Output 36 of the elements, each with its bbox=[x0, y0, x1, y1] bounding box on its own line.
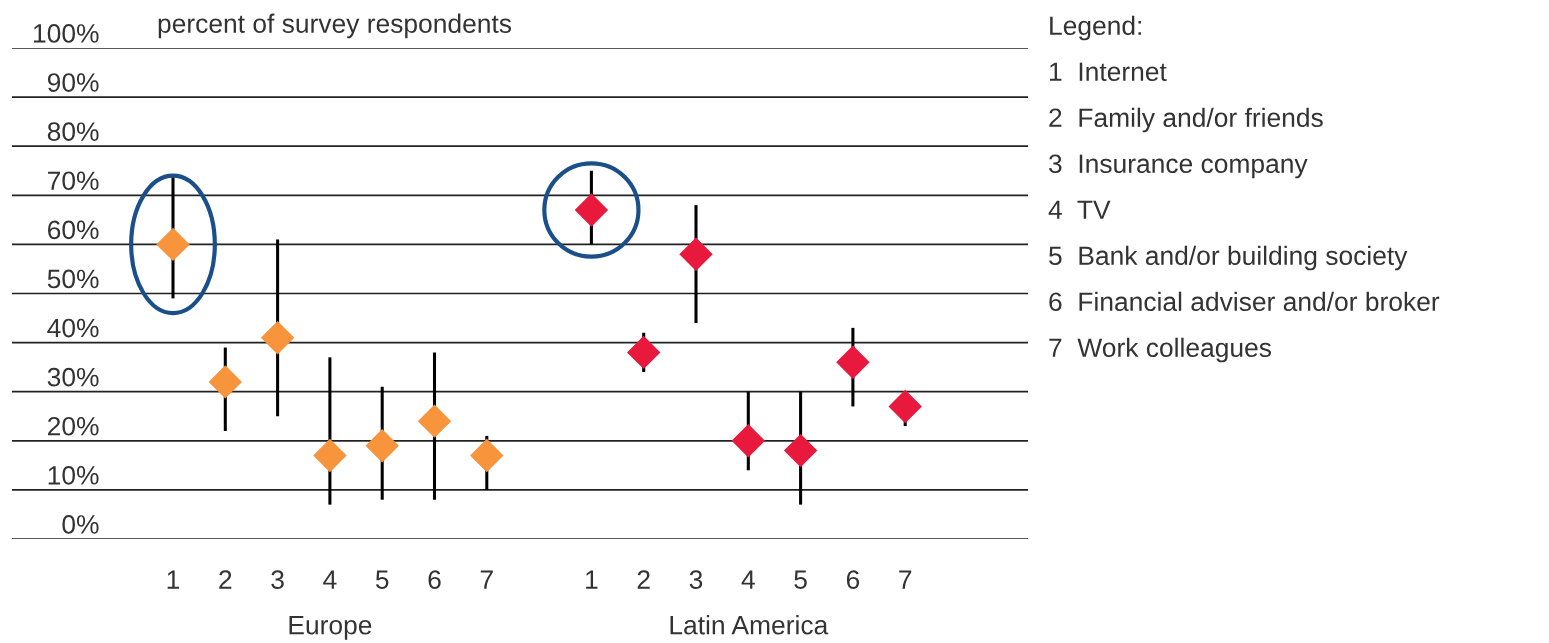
x-tick-label: 5 bbox=[375, 570, 389, 589]
y-tick-label: 50% bbox=[47, 269, 99, 289]
x-tick-label: 2 bbox=[219, 570, 232, 589]
y-tick-label: 0% bbox=[62, 515, 99, 534]
x-tick-label: 1 bbox=[167, 570, 180, 589]
x-tick-label: 7 bbox=[480, 570, 493, 589]
text: Europe bbox=[289, 616, 372, 640]
y-tick-label: 10% bbox=[48, 466, 99, 485]
x-tick-label: 7 bbox=[899, 570, 912, 589]
x-tick-label: 1 bbox=[586, 570, 598, 589]
x-tick-label: 4 bbox=[741, 570, 755, 589]
x-tick-label: 6 bbox=[428, 570, 441, 589]
text: Legend: bbox=[1050, 15, 1141, 41]
text: 4 TV bbox=[1048, 200, 1111, 219]
y-tick-label: 40% bbox=[47, 318, 99, 338]
y-tick-label: 100% bbox=[34, 24, 99, 43]
y-tick-label: 20% bbox=[48, 416, 99, 436]
x-tick-label: 3 bbox=[689, 570, 703, 589]
text: 1 Internet bbox=[1050, 62, 1167, 82]
text: 6 Financial adviser and/or broker bbox=[1049, 291, 1440, 312]
x-tick-label: 6 bbox=[846, 570, 860, 589]
x-tick-label: 2 bbox=[637, 570, 650, 589]
x-tick-label: 4 bbox=[323, 570, 337, 589]
y-axis-title: percent of survey respondents bbox=[158, 13, 512, 39]
text: 3 Insurance company bbox=[1049, 154, 1308, 179]
text: Latin America bbox=[670, 615, 829, 635]
y-tick-label: 60% bbox=[48, 220, 99, 240]
y-tick-label: 70% bbox=[48, 171, 99, 191]
y-tick-label: 30% bbox=[47, 367, 99, 387]
x-tick-label: 5 bbox=[794, 570, 807, 589]
text: 5 Bank and/or building society bbox=[1049, 245, 1408, 271]
y-tick-label: 90% bbox=[47, 73, 99, 92]
text: 2 Family and/or friends bbox=[1049, 107, 1323, 133]
y-tick-label: 80% bbox=[47, 122, 99, 141]
x-tick-label: 3 bbox=[271, 570, 284, 589]
text: 7 Work colleagues bbox=[1049, 337, 1271, 363]
